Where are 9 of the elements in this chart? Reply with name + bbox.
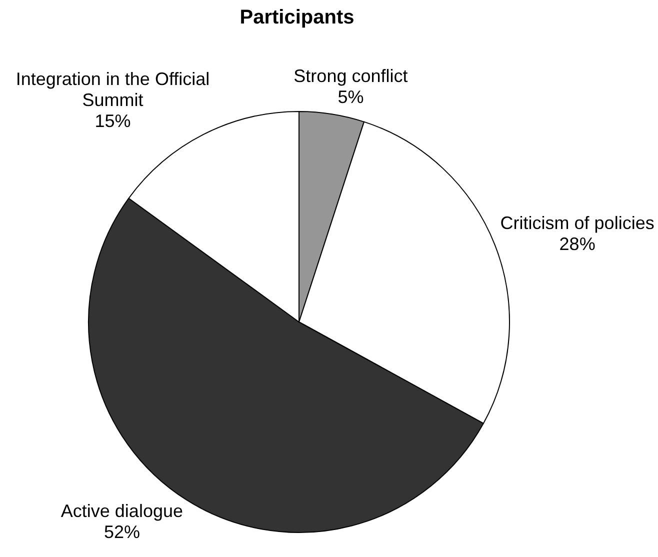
slice-label: Strong conflict [294,66,408,86]
slice-label: Integration in the Official Summit [16,69,210,110]
data-label: 28% [559,234,596,254]
chart-title: Participants [240,6,354,29]
data-label: 15% [94,111,131,131]
data-label: 52% [104,522,140,542]
slice-label: Criticism of policies [500,213,654,234]
data-label: 5% [338,86,364,107]
slice-label: Active dialogue [60,500,183,521]
